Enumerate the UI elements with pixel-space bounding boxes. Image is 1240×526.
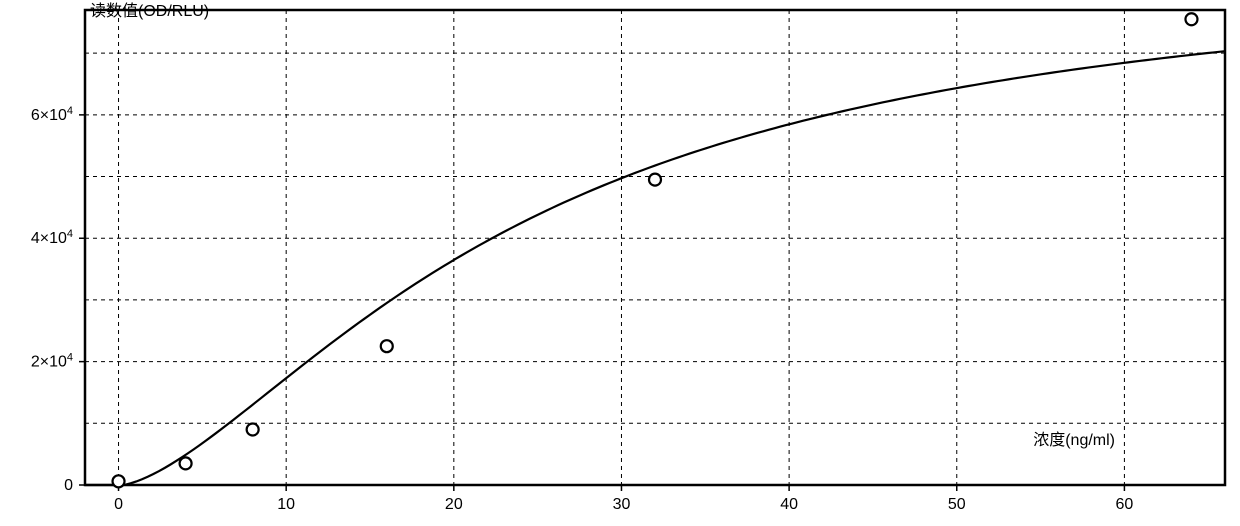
data-point [1185,13,1197,25]
x-tick-label: 30 [613,496,631,513]
data-point [113,475,125,487]
y-tick-label: 0 [64,477,73,494]
chart-container: 0 10 20 30 40 50 60 0 2×104 4×104 6×104 读数值(OD/RLU)… [0,0,1240,526]
x-tick-label: 60 [1116,496,1134,513]
x-tick-label: 10 [277,496,295,513]
data-point [381,340,393,352]
x-tick-label: 20 [445,496,463,513]
x-tick-label: 0 [114,496,123,513]
y-tick-label: 4×104 [31,228,73,247]
x-tick-label: 50 [948,496,966,513]
data-point [180,457,192,469]
data-point [649,174,661,186]
data-point [247,423,259,435]
x-axis-label: 浓度(ng/ml) [1033,431,1115,449]
y-tick-label: 6×104 [31,105,73,124]
chart-svg: 0 10 20 30 40 50 60 0 2×104 4×104 6×104 读数值(OD/RLU)… [0,0,1240,526]
y-tick-label: 2×104 [31,352,73,371]
y-axis-label: 读数值(OD/RLU) [90,2,209,20]
x-tick-label: 40 [780,496,798,513]
